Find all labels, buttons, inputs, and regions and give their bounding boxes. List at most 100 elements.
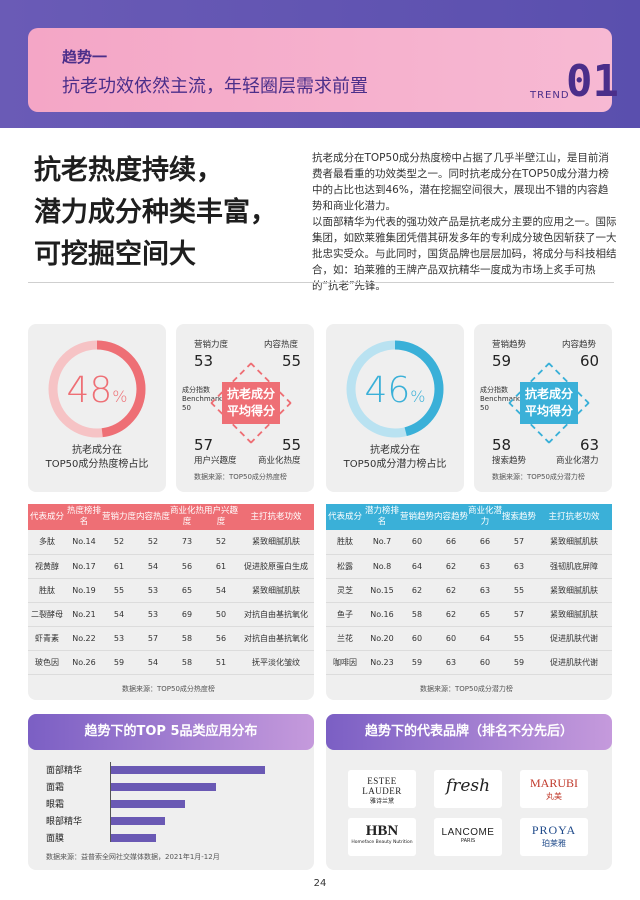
avg-line: 抗老成分: [524, 387, 573, 401]
col-header: 热度榜排名: [66, 506, 101, 527]
table-cell: 63: [468, 554, 502, 579]
table-cell: No.23: [364, 650, 400, 675]
table-cell: 紧致细腻肌肤: [238, 578, 314, 603]
brand-logo-marubi: MARUBI 丸美: [520, 770, 588, 808]
table-row: 多肽 No.14 52 52 73 52 紧致细腻肌肤: [28, 530, 314, 555]
avg-line: 平均得分: [226, 404, 275, 418]
col-header: 商业化潜力: [468, 506, 503, 527]
brand-sub: Homeface Beauty Nutrition: [351, 840, 413, 845]
caption-line: 抗老成分在: [370, 445, 420, 456]
table-cell: 对抗自由基抗氧化: [238, 626, 314, 651]
col-header: 潜力榜排名: [364, 506, 399, 527]
avg-line: 抗老成分: [226, 387, 275, 401]
bar-label: 眼霜: [46, 800, 65, 810]
table-cell: 53: [136, 578, 170, 603]
intro-paragraph: 抗老成分在TOP50成分热度榜中占据了几乎半壁江山，是目前消费者最看重的功效类型…: [312, 152, 609, 212]
brand-logo-fresh: fresh: [434, 770, 502, 808]
table-cell: 咖啡因: [326, 650, 364, 675]
table-cell: 57: [502, 530, 536, 555]
table-cell: 69: [170, 602, 204, 627]
table-cell: 56: [170, 554, 204, 579]
table-cell: 73: [170, 530, 204, 555]
table-header-row: 代表成分 热度榜排名 营销力度 内容热度 商业化热度 用户兴趣度 主打抗老功效: [28, 504, 314, 530]
table-cell: 55: [502, 626, 536, 651]
bar: [111, 766, 265, 774]
table-row: 灵芝 No.15 62 62 63 55 紧致细腻肌肤: [326, 578, 612, 603]
table-cell: 62: [434, 554, 468, 579]
table-cell: 53: [136, 602, 170, 627]
heat-ratio-number: 48: [66, 370, 113, 411]
table-row: 胜肽 No.19 55 53 65 54 紧致细腻肌肤: [28, 578, 314, 603]
table-cell: 灵芝: [326, 578, 364, 603]
table-cell: 58: [170, 626, 204, 651]
brand-logo-hbn: HBN Homeface Beauty Nutrition: [348, 818, 416, 856]
bench-label-bl: 用户兴趣度: [194, 456, 237, 466]
bench-label-br: 商业化热度: [258, 456, 301, 466]
intro-text: 抗老成分在TOP50成分热度榜中占据了几乎半壁江山，是目前消费者最看重的功效类型…: [312, 150, 618, 294]
table-cell: 虾青素: [28, 626, 66, 651]
table-cell: 促进肌肤代谢: [536, 650, 612, 675]
table-row: 视黄醇 No.17 61 54 56 61 促进胶原蛋白生成: [28, 554, 314, 579]
potential-ratio-value: 46%: [326, 370, 464, 411]
bench-value-tl: 59: [492, 352, 512, 370]
table-cell: No.16: [364, 602, 400, 627]
brand-name: fresh: [445, 776, 491, 796]
table-cell: 51: [204, 650, 238, 675]
col-header: 用户兴趣度: [204, 506, 239, 527]
table-cell: No.21: [66, 602, 102, 627]
caption-line: TOP50成分潜力榜占比: [343, 459, 447, 470]
potential-ranking-table: 代表成分 潜力榜排名 营销趋势 内容趋势 商业化潜力 搜索趋势 主打抗老功效 胜…: [326, 504, 612, 675]
bench-source: 数据来源：TOP50成分热度榜: [194, 473, 287, 481]
percent-sign: %: [112, 387, 128, 406]
table-row: 虾青素 No.22 53 57 58 56 对抗自由基抗氧化: [28, 626, 314, 651]
table-cell: 54: [204, 578, 238, 603]
col-header: 营销力度: [102, 511, 137, 522]
brand-title: 趋势下的代表品牌（排名不分先后）: [326, 714, 612, 750]
potential-benchmark-panel: 营销趋势 内容趋势 59 60 成分指数 Benchmark 50 抗老成分 平…: [474, 324, 612, 492]
chart-axis: [110, 762, 111, 842]
heat-ratio-caption: 抗老成分在 TOP50成分热度榜占比: [28, 444, 166, 472]
intro-paragraph: 以面部精华为代表的强功效产品是抗老成分主要的应用之一。国际集团，如欧莱雅集团凭借…: [312, 216, 617, 292]
bar-label: 面霜: [46, 783, 65, 793]
bar: [111, 800, 185, 808]
table-cell: 松露: [326, 554, 364, 579]
table-cell: 鱼子: [326, 602, 364, 627]
brand-sub: 雅诗兰黛: [369, 798, 394, 805]
trend-word: TREND: [530, 90, 570, 101]
table-cell: No.26: [66, 650, 102, 675]
table-cell: 61: [204, 554, 238, 579]
heat-benchmark-panel: 营销力度 内容热度 53 55 成分指数 Benchmark 50 抗老成分 平…: [176, 324, 314, 492]
bench-label-tl: 营销力度: [194, 340, 229, 350]
headline: 抗老热度持续， 潜力成分种类丰富， 可挖掘空间大: [34, 150, 304, 276]
bench-label-br: 商业化潜力: [556, 456, 599, 466]
table-cell: 61: [102, 554, 136, 579]
bench-side-line: 50: [480, 404, 489, 412]
table-cell: 62: [434, 602, 468, 627]
bench-value-tr: 55: [282, 352, 302, 370]
brand-logo-proya: PROYA 珀莱雅: [520, 818, 588, 856]
col-header: 代表成分: [327, 511, 362, 522]
headline-line: 可挖掘空间大: [34, 239, 196, 270]
heat-ranking-table: 代表成分 热度榜排名 营销力度 内容热度 商业化热度 用户兴趣度 主打抗老功效 …: [28, 504, 314, 675]
potential-ratio-panel: 46% 抗老成分在 TOP50成分潜力榜占比: [326, 324, 464, 492]
bench-value-br: 55: [282, 436, 302, 454]
table-cell: 59: [400, 650, 434, 675]
potential-table-source: 数据来源：TOP50成分潜力榜: [420, 685, 513, 693]
brand-logo-estee-lauder: ESTEE LAUDER 雅诗兰黛: [348, 770, 416, 808]
col-header: 营销趋势: [400, 511, 435, 522]
category-source: 数据来源：益普索全网社交媒体数据，2021年1月-12月: [46, 853, 220, 861]
table-cell: 60: [400, 626, 434, 651]
bench-side-label: 成分指数 Benchmark 50: [480, 386, 520, 413]
brand-sub: PARIS: [460, 838, 476, 844]
bar-label: 面部精华: [46, 766, 83, 776]
table-cell: 50: [204, 602, 238, 627]
table-cell: 60: [434, 626, 468, 651]
table-cell: 紧致细腻肌肤: [238, 530, 314, 555]
table-row: 二裂酵母 No.21 54 53 69 50 对抗自由基抗氧化: [28, 602, 314, 627]
trend-title: 抗老功效依然主流，年轻圈层需求前置: [62, 76, 368, 97]
heat-ratio-value: 48%: [28, 370, 166, 411]
bar: [111, 783, 216, 791]
bench-value-tl: 53: [194, 352, 214, 370]
brand-name: LANCOME: [441, 827, 495, 838]
col-header: 内容热度: [136, 511, 171, 522]
